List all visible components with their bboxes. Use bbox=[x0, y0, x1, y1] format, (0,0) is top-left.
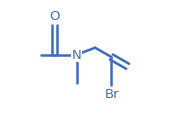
Text: O: O bbox=[49, 10, 60, 23]
Text: Br: Br bbox=[105, 87, 120, 100]
Text: N: N bbox=[72, 49, 81, 62]
